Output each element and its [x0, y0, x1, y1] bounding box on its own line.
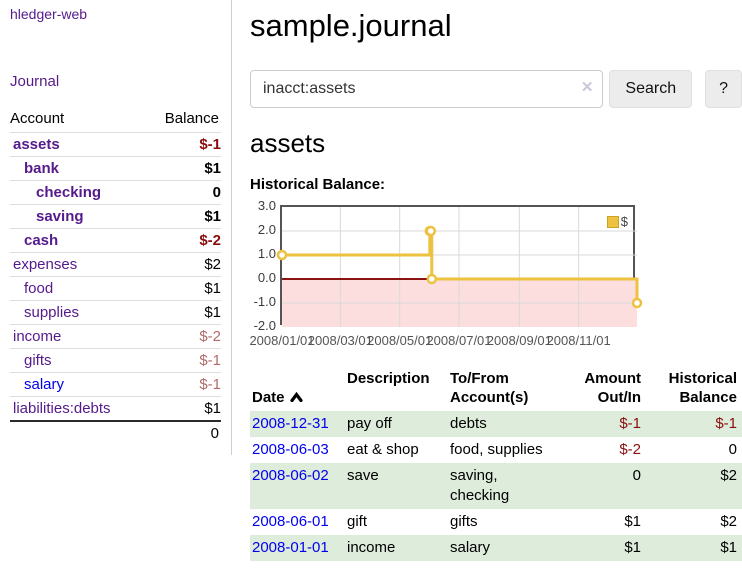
chart-canvas — [276, 207, 643, 327]
sidebar-item-journal[interactable]: Journal — [10, 73, 60, 90]
historical-balance-chart: 3.0 2.0 1.0 0.0 -1.0 -2.0 $ 2008/01/01 2008/03… — [249, 198, 742, 355]
transaction-description: save — [347, 467, 379, 484]
accounts-total-balance: 0 — [145, 420, 221, 445]
account-row: salary $-1 — [10, 372, 221, 397]
register-row: 2008-12-31 pay off debts $-1 $-1 — [250, 411, 742, 437]
account-row: cash $-2 — [10, 228, 221, 253]
sidebar: hledger-web Journal Account Balance asse… — [0, 0, 232, 455]
transaction-date-link[interactable]: 2008-12-31 — [252, 415, 329, 432]
transaction-accounts: saving, checking — [450, 467, 510, 504]
account-row: income $-2 — [10, 324, 221, 349]
help-button[interactable]: ? — [705, 70, 742, 108]
main-content: sample.journal ✕ Search ? assets Histori… — [233, 0, 742, 561]
account-link-expenses[interactable]: expenses — [13, 256, 78, 273]
account-link-checking[interactable]: checking — [36, 184, 102, 201]
account-balance: $1 — [145, 300, 221, 325]
register-row: 2008-01-01 income salary $1 $1 — [250, 535, 742, 561]
accounts-table: Account Balance assets $-1 bank $1 check… — [10, 107, 221, 445]
account-link-food[interactable]: food — [24, 280, 54, 297]
account-balance: $-1 — [145, 372, 221, 397]
account-balance: $1 — [145, 204, 221, 229]
transaction-description: income — [347, 539, 396, 556]
register-row: 2008-06-01 gift gifts $1 $2 — [250, 509, 742, 535]
transaction-date-link[interactable]: 2008-06-01 — [252, 513, 329, 530]
account-row: assets $-1 — [10, 132, 221, 157]
search-input[interactable] — [250, 70, 604, 108]
register-row: 2008-06-02 save saving, checking 0 $2 — [250, 463, 742, 509]
chart-x-axis-labels: 2008/01/01 2008/03/01 2008/05/01 2008/07/01… — [249, 333, 611, 348]
account-balance: $-2 — [145, 228, 221, 253]
account-balance: $2 — [145, 252, 221, 277]
transaction-balance: $1 — [720, 539, 737, 556]
transaction-balance: $2 — [720, 467, 737, 484]
transaction-amount: $-2 — [619, 441, 641, 458]
transaction-date-link[interactable]: 2008-01-01 — [252, 539, 329, 556]
account-row: supplies $1 — [10, 300, 221, 325]
account-row: food $1 — [10, 276, 221, 301]
account-row: bank $1 — [10, 156, 221, 181]
account-link-bank[interactable]: bank — [24, 160, 60, 177]
transaction-amount: $1 — [624, 539, 641, 556]
account-row: expenses $2 — [10, 252, 221, 277]
account-balance: $1 — [145, 276, 221, 301]
transaction-description: gift — [347, 513, 368, 530]
account-balance: $-2 — [145, 324, 221, 349]
chart-y-axis-labels: 3.0 2.0 1.0 0.0 -1.0 -2.0 — [253, 198, 276, 333]
transaction-accounts: food, supplies — [450, 441, 543, 458]
account-link-income[interactable]: income — [13, 328, 62, 345]
transaction-date-link[interactable]: 2008-06-02 — [252, 467, 329, 484]
account-balance: $-1 — [145, 132, 221, 157]
account-row: liabilities:debts $1 — [10, 396, 221, 421]
account-link-gifts[interactable]: gifts — [24, 352, 52, 369]
clear-search-icon[interactable]: ✕ — [580, 79, 594, 96]
account-link-supplies[interactable]: supplies — [24, 304, 80, 321]
account-link-liabilities-debts[interactable]: liabilities:debts — [13, 400, 111, 417]
chart-heading: Historical Balance: — [250, 176, 386, 193]
register-column-date[interactable]: Date — [250, 367, 345, 411]
register-column-balance: Historical Balance — [668, 370, 737, 406]
register-column-accounts: To/From Account(s) — [450, 370, 529, 406]
register-column-description: Description — [347, 370, 430, 387]
register-column-amount: Amount Out/In — [584, 370, 641, 406]
transaction-accounts: gifts — [450, 513, 478, 530]
transaction-balance: $2 — [720, 513, 737, 530]
app-title-link[interactable]: hledger-web — [10, 6, 88, 22]
account-balance: $1 — [145, 156, 221, 181]
legend-label: $ — [620, 214, 628, 229]
accounts-column-balance: Balance — [164, 110, 219, 127]
sort-asc-icon — [289, 389, 303, 406]
account-row: gifts $-1 — [10, 348, 221, 373]
account-balance: $-1 — [145, 348, 221, 373]
transaction-amount: 0 — [632, 467, 641, 484]
transaction-description: pay off — [347, 415, 392, 432]
transaction-amount: $1 — [624, 513, 641, 530]
page-title: sample.journal — [250, 8, 452, 43]
register-row: 2008-06-03 eat & shop food, supplies $-2… — [250, 437, 742, 463]
transaction-description: eat & shop — [347, 441, 419, 458]
account-link-assets[interactable]: assets — [13, 136, 60, 153]
account-link-cash[interactable]: cash — [24, 232, 59, 249]
account-link-salary[interactable]: salary — [24, 376, 65, 393]
account-link-saving[interactable]: saving — [36, 208, 84, 225]
account-row: saving $1 — [10, 204, 221, 229]
account-balance: $1 — [145, 396, 221, 421]
chart-legend: $ — [606, 214, 628, 229]
search-button[interactable]: Search — [609, 70, 693, 108]
transaction-amount: $-1 — [619, 415, 641, 432]
legend-swatch-icon — [606, 215, 619, 228]
account-row: checking 0 — [10, 180, 221, 205]
chart-plot: $ — [276, 205, 643, 327]
register-table: Date Description To/From Account(s) Amou… — [250, 367, 742, 561]
accounts-column-account: Account — [10, 110, 65, 127]
account-balance: 0 — [145, 180, 221, 205]
transaction-accounts: salary — [450, 539, 491, 556]
transaction-balance: $-1 — [715, 415, 737, 432]
transaction-date-link[interactable]: 2008-06-03 — [252, 441, 329, 458]
account-heading: assets — [250, 128, 326, 158]
transaction-balance: 0 — [728, 441, 737, 458]
search-form: ✕ Search ? — [250, 70, 742, 108]
transaction-accounts: debts — [450, 415, 487, 432]
accounts-total-row: 0 — [10, 420, 221, 445]
